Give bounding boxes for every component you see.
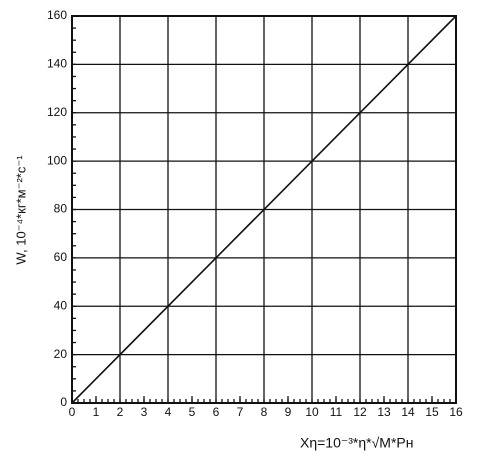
x-tick-label: 13 bbox=[377, 405, 391, 419]
y-tick-label: 60 bbox=[54, 250, 68, 264]
x-tick-label: 10 bbox=[305, 405, 319, 419]
y-tick-label: 160 bbox=[47, 8, 67, 22]
x-tick-label: 12 bbox=[353, 405, 367, 419]
y-tick-label: 80 bbox=[54, 202, 68, 216]
y-tick-label: 0 bbox=[60, 395, 67, 409]
x-tick-label: 4 bbox=[165, 405, 172, 419]
x-tick-label: 5 bbox=[189, 405, 196, 419]
x-tick-label: 14 bbox=[401, 405, 415, 419]
y-tick-label: 100 bbox=[47, 153, 67, 167]
x-tick-label: 0 bbox=[69, 405, 76, 419]
plot-frame bbox=[71, 15, 457, 404]
x-axis-label: Xη=10⁻³*η*√M*Pн bbox=[300, 435, 413, 451]
y-tick-label: 40 bbox=[54, 298, 68, 312]
x-tick-label: 7 bbox=[237, 405, 244, 419]
x-tick-label: 1 bbox=[93, 405, 100, 419]
y-tick-label: 120 bbox=[47, 105, 67, 119]
y-tick-label: 140 bbox=[47, 57, 67, 71]
x-tick-label: 2 bbox=[117, 405, 124, 419]
x-tick-label: 15 bbox=[425, 405, 439, 419]
x-tick-label: 9 bbox=[285, 405, 292, 419]
x-tick-label: 8 bbox=[261, 405, 268, 419]
x-tick-label: 11 bbox=[330, 405, 343, 419]
y-axis-label: W, 10⁻⁴*кг*м⁻²*с⁻¹ bbox=[13, 155, 28, 265]
data-line bbox=[71, 15, 457, 404]
x-tick-label: 16 bbox=[449, 405, 463, 419]
x-tick-label: 6 bbox=[213, 405, 220, 419]
x-tick-label: 3 bbox=[141, 405, 148, 419]
y-tick-label: 20 bbox=[54, 347, 68, 361]
